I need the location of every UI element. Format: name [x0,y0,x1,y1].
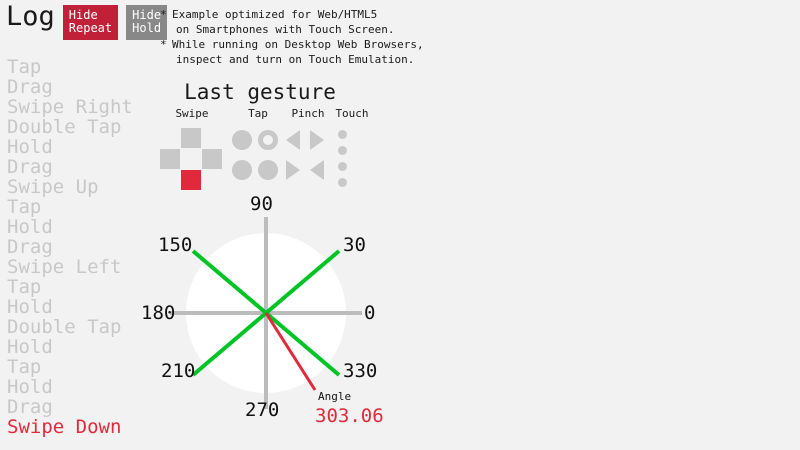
swipe-indicator[interactable] [160,128,222,190]
gesture-indicator-grid: Swipe Tap Pinch Touch [160,107,390,190]
pinch-in-left-arrow-icon [310,160,324,180]
bullet-icon: * [160,8,167,21]
pinch-indicator[interactable] [286,130,334,186]
dial-needle [264,312,317,391]
touch-dot-4 [338,178,347,187]
angle-caption: Angle [318,390,352,403]
log-entry: Drag [7,76,53,98]
last-gesture-title: Last gesture [184,80,336,104]
gesture-column-label-tap: Tap [248,107,268,120]
log-entry: Swipe Right [7,96,133,118]
note-line: inspect and turn on Touch Emulation. [176,53,415,66]
log-entry: Swipe Up [7,176,99,198]
note-line: While running on Desktop Web Browsers, [172,38,424,51]
dial-label-90: 90 [250,193,273,215]
tap-dot-drag [258,160,278,180]
log-entry: Hold [7,136,53,158]
angle-dial[interactable]: 90 150 30 180 0 210 330 270 Angle 303.06 [141,193,395,440]
swipe-down-cell [181,170,201,190]
touch-dot-2 [338,146,347,155]
dial-label-150: 150 [158,234,193,256]
log-entry: Hold [7,296,53,318]
log-entry: Double Tap [7,116,122,138]
dial-label-210: 210 [161,360,196,382]
log-entry: Hold [7,336,53,358]
gesture-column-label-pinch: Pinch [291,107,325,120]
log-entry: Tap [7,56,42,78]
dial-label-0: 0 [364,302,376,324]
last-gesture-panel: Last gesture Swipe Tap Pinch Touch [160,80,390,190]
gesture-column-label-swipe: Swipe [175,107,209,120]
log-entry: Swipe Down [7,416,122,438]
log-entry: Tap [7,276,42,298]
touch-dot-3 [338,162,347,171]
tap-dot-hold [232,160,252,180]
touch-dot-1 [338,130,347,139]
hide-hold-button[interactable]: Hide Hold [126,5,168,40]
log-entry: Hold [7,216,53,238]
dial-label-270: 270 [245,399,280,421]
touch-count-indicator[interactable] [338,130,356,188]
angle-dial-graphic [170,217,362,409]
hide-repeat-button[interactable]: Hide Repeat [62,5,119,40]
tap-indicator[interactable] [232,130,284,186]
swipe-up-cell [181,128,201,148]
log-entry: Double Tap [7,316,122,338]
angle-value: 303.06 [315,405,384,427]
gesture-column-label-touch: Touch [335,107,369,120]
tap-dot-single [232,130,252,150]
swipe-right-cell [202,149,222,169]
note-item: * While running on Desktop Web Browsers,… [160,37,424,67]
dial-label-30: 30 [343,234,366,256]
log-entry: Tap [7,196,42,218]
log-entry: Drag [7,236,53,258]
tap-ring-double [258,130,278,150]
log-entry: Drag [7,156,53,178]
log-entry: Hold [7,376,53,398]
swipe-left-cell [160,149,180,169]
log-entry: Tap [7,356,42,378]
note-line: Example optimized for Web/HTML5 [172,8,378,21]
info-notes: * Example optimized for Web/HTML5 on Sma… [160,7,424,67]
pinch-in-right-arrow-icon [286,160,300,180]
note-line: on Smartphones with Touch Screen. [176,23,395,36]
pinch-out-left-arrow-icon [286,130,300,150]
pinch-out-right-arrow-icon [310,130,324,150]
page-title: Log [6,1,55,32]
bullet-icon: * [160,38,167,51]
log-entry: Drag [7,396,53,418]
log-entry: Swipe Left [7,256,122,278]
note-item: * Example optimized for Web/HTML5 on Sma… [160,7,424,37]
gesture-log-list[interactable]: Tap Drag Swipe Right Double Tap Hold Drag Swip… [7,57,157,437]
header-bar: Log Hide Repeat Hide Hold [6,1,168,40]
dial-label-180: 180 [141,302,176,324]
dial-label-330: 330 [343,360,378,382]
